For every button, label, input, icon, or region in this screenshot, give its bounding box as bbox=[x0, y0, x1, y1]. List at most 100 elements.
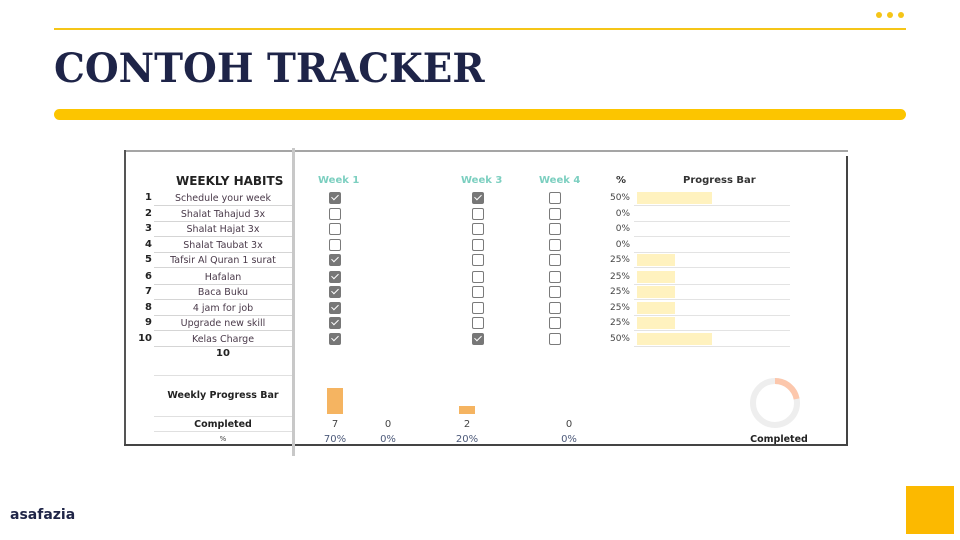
habit-checkbox-week-4[interactable] bbox=[549, 238, 561, 251]
sheet-top-border bbox=[124, 150, 848, 152]
habit-checkbox-week-1[interactable] bbox=[329, 254, 341, 266]
habit-name: Hafalan bbox=[154, 270, 292, 285]
habit-row: 6 Hafalan 25% bbox=[124, 270, 848, 285]
row-number: 7 bbox=[145, 286, 152, 297]
weekly-progress-bar-label: Weekly Progress Bar bbox=[167, 390, 279, 401]
habit-checkbox-week-4[interactable] bbox=[549, 301, 561, 314]
habit-percent: 25% bbox=[609, 287, 630, 297]
weekly-completed-count: 0 bbox=[565, 419, 573, 430]
habit-row: 3 Shalat Hajat 3x 0% bbox=[124, 222, 848, 237]
progress-bar-header: Progress Bar bbox=[683, 175, 756, 186]
row-number: 10 bbox=[138, 332, 152, 344]
weekly-completed-count: 7 bbox=[331, 419, 339, 430]
weekly-habits-header: WEEKLY HABITS bbox=[176, 174, 284, 188]
sheet-bottom-border bbox=[124, 444, 848, 446]
habit-progress-bar bbox=[634, 222, 790, 237]
habit-progress-fill bbox=[637, 301, 675, 314]
separator-line bbox=[154, 416, 292, 417]
habit-percent: 0% bbox=[615, 224, 630, 234]
habit-name: 4 jam for job bbox=[154, 301, 292, 316]
habit-name: Shalat Hajat 3x bbox=[154, 222, 292, 237]
habit-progress-fill bbox=[637, 332, 712, 345]
habit-progress-fill bbox=[637, 317, 675, 329]
habit-checkbox-week-4[interactable] bbox=[549, 286, 561, 298]
weekly-progress-bar bbox=[459, 406, 475, 414]
habit-checkbox-week-4[interactable] bbox=[549, 332, 561, 345]
habit-progress-bar bbox=[634, 270, 790, 285]
habit-checkbox-week-3[interactable] bbox=[472, 254, 484, 266]
habit-checkbox-week-3[interactable] bbox=[472, 238, 484, 251]
habit-checkbox-week-1[interactable] bbox=[329, 223, 341, 235]
weekly-progress-bar bbox=[327, 388, 343, 414]
habit-checkbox-week-3[interactable] bbox=[472, 223, 484, 235]
habit-checkbox-week-3[interactable] bbox=[472, 207, 484, 220]
habit-checkbox-week-4[interactable] bbox=[549, 270, 561, 283]
habit-name: Tafsir Al Quran 1 surat bbox=[154, 253, 292, 268]
habit-checkbox-week-1[interactable] bbox=[329, 207, 341, 220]
habit-checkbox-week-1[interactable] bbox=[329, 238, 341, 251]
habit-progress-fill bbox=[637, 192, 712, 204]
week-4-header: Week 4 bbox=[539, 175, 581, 186]
week-1-header: Week 1 bbox=[318, 175, 360, 186]
habit-name: Baca Buku bbox=[154, 285, 292, 300]
habit-progress-bar bbox=[634, 207, 790, 222]
sheet-left-border bbox=[124, 150, 126, 446]
habit-checkbox-week-3[interactable] bbox=[472, 301, 484, 314]
page-title: CONTOH TRACKER bbox=[54, 45, 485, 92]
habit-name: Upgrade new skill bbox=[154, 316, 292, 331]
habit-checkbox-week-3[interactable] bbox=[472, 192, 484, 204]
habit-progress-bar bbox=[634, 253, 790, 268]
habit-checkbox-week-1[interactable] bbox=[329, 317, 341, 329]
habit-checkbox-week-1[interactable] bbox=[329, 192, 341, 204]
habit-checkbox-week-3[interactable] bbox=[472, 317, 484, 329]
weekly-completed-percent: 70% bbox=[323, 434, 347, 445]
habit-checkbox-week-4[interactable] bbox=[549, 317, 561, 329]
weekly-completed-count: 0 bbox=[384, 419, 392, 430]
habit-name: Schedule your week bbox=[154, 191, 292, 206]
habit-row: 9 Upgrade new skill 25% bbox=[124, 316, 848, 331]
habit-checkbox-week-3[interactable] bbox=[472, 270, 484, 283]
habit-percent: 0% bbox=[615, 239, 630, 250]
habit-checkbox-week-1[interactable] bbox=[329, 286, 341, 298]
habit-row: 1 Schedule your week 50% bbox=[124, 191, 848, 206]
habit-percent: 50% bbox=[609, 333, 630, 344]
habit-progress-bar bbox=[634, 301, 790, 316]
habit-progress-bar bbox=[634, 316, 790, 331]
week-3-header: Week 3 bbox=[461, 175, 503, 186]
habit-row: 5 Tafsir Al Quran 1 surat 25% bbox=[124, 253, 848, 268]
more-dots-icon bbox=[876, 12, 904, 18]
completed-label: Completed bbox=[194, 419, 252, 430]
row-number: 4 bbox=[145, 238, 152, 250]
row-number: 2 bbox=[145, 207, 152, 219]
habit-checkbox-week-4[interactable] bbox=[549, 207, 561, 220]
row-number: 8 bbox=[145, 301, 152, 313]
habit-name: Shalat Taubat 3x bbox=[154, 238, 292, 253]
separator-line bbox=[154, 431, 292, 432]
habit-percent: 0% bbox=[615, 208, 630, 219]
top-divider-line bbox=[54, 28, 906, 30]
title-underline-bar bbox=[54, 109, 906, 120]
habit-checkbox-week-1[interactable] bbox=[329, 332, 341, 345]
row-number: 6 bbox=[145, 270, 152, 282]
habit-checkbox-week-1[interactable] bbox=[329, 301, 341, 314]
habit-row: 7 Baca Buku 25% bbox=[124, 285, 848, 300]
completion-donut-chart bbox=[750, 378, 800, 428]
habit-checkbox-week-3[interactable] bbox=[472, 332, 484, 345]
habit-checkbox-week-3[interactable] bbox=[472, 286, 484, 298]
habit-progress-bar bbox=[634, 332, 790, 347]
habit-tracker-sheet: WEEKLY HABITS Week 1 Week 3 Week 4 % Pro… bbox=[124, 148, 848, 456]
habit-progress-fill bbox=[637, 286, 675, 298]
column-divider bbox=[292, 148, 295, 456]
weekly-completed-count: 2 bbox=[463, 419, 471, 430]
sheet-right-border bbox=[846, 156, 848, 446]
habit-checkbox-week-4[interactable] bbox=[549, 254, 561, 266]
habit-checkbox-week-4[interactable] bbox=[549, 223, 561, 235]
habit-percent: 50% bbox=[609, 193, 630, 203]
donut-completed-label: Completed bbox=[750, 434, 808, 445]
habit-checkbox-week-4[interactable] bbox=[549, 192, 561, 204]
habit-checkbox-week-1[interactable] bbox=[329, 270, 341, 283]
habit-percent: 25% bbox=[609, 302, 630, 313]
habit-percent: 25% bbox=[609, 271, 630, 282]
habit-row: 2 Shalat Tahajud 3x 0% bbox=[124, 207, 848, 222]
